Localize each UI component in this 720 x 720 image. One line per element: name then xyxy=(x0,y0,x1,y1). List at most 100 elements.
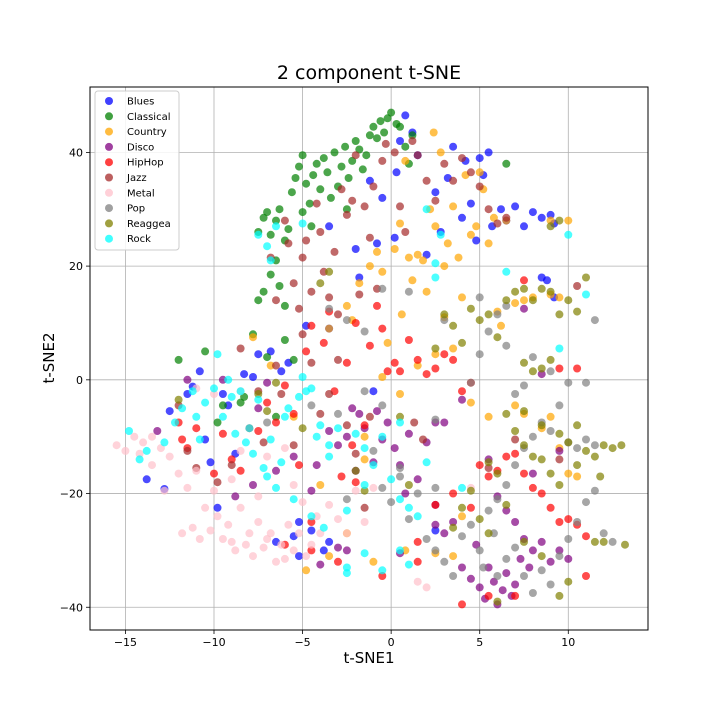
point-pop xyxy=(511,461,520,470)
point-hiphop xyxy=(582,532,590,541)
point-pop xyxy=(528,589,537,597)
point-metal xyxy=(210,486,218,495)
point-reaggea xyxy=(555,310,564,319)
point-jazz xyxy=(573,282,582,290)
point-disco xyxy=(312,461,321,470)
point-classical xyxy=(337,162,346,171)
point-rock xyxy=(272,222,280,231)
point-pop xyxy=(493,495,502,504)
point-reaggea xyxy=(564,577,573,586)
point-country xyxy=(355,279,364,288)
point-reaggea xyxy=(475,515,484,524)
point-reaggea xyxy=(263,407,272,416)
point-rock xyxy=(280,412,289,421)
point-hiphop xyxy=(431,364,440,373)
point-blues xyxy=(528,208,537,217)
point-pop xyxy=(546,427,555,435)
point-jazz xyxy=(440,159,449,168)
point-rock xyxy=(319,523,328,532)
point-metal xyxy=(245,529,254,538)
point-blues xyxy=(195,367,204,376)
point-country xyxy=(373,247,381,256)
legend-marker-classical xyxy=(105,112,113,121)
point-disco xyxy=(404,429,413,438)
point-classical xyxy=(298,151,307,160)
point-pop xyxy=(582,435,590,444)
point-disco xyxy=(272,466,280,475)
point-reaggea xyxy=(502,409,511,418)
point-hiphop xyxy=(413,537,422,546)
point-reaggea xyxy=(546,287,555,296)
legend-label-disco: Disco xyxy=(127,142,154,153)
point-jazz xyxy=(236,344,245,353)
point-reaggea xyxy=(493,597,502,606)
point-country xyxy=(475,168,484,177)
point-rock xyxy=(404,560,413,569)
point-reaggea xyxy=(564,438,573,447)
point-pop xyxy=(537,566,546,575)
point-rock xyxy=(298,373,307,381)
point-disco xyxy=(528,546,537,555)
point-jazz xyxy=(401,228,410,236)
point-classical xyxy=(362,151,371,160)
point-blues xyxy=(511,202,520,211)
point-pop xyxy=(479,563,488,572)
point-hiphop xyxy=(342,358,351,367)
point-country xyxy=(408,276,417,285)
legend-label-blues: Blues xyxy=(127,97,154,108)
point-jazz xyxy=(466,168,475,177)
point-jazz xyxy=(316,409,325,418)
x-tick-label: −10 xyxy=(202,636,225,649)
point-jazz xyxy=(325,390,334,398)
point-hiphop xyxy=(351,319,360,327)
point-disco xyxy=(334,543,342,552)
point-blues xyxy=(355,273,364,282)
point-blues xyxy=(307,526,316,535)
point-classical xyxy=(263,353,272,362)
point-hiphop xyxy=(475,461,484,470)
point-reaggea xyxy=(546,355,555,364)
point-metal xyxy=(280,444,289,453)
point-hiphop xyxy=(528,483,537,492)
point-pop xyxy=(404,515,413,524)
point-metal xyxy=(192,466,201,475)
point-country xyxy=(429,128,438,137)
y-tick-label: 0 xyxy=(76,374,83,387)
point-blues xyxy=(319,546,328,555)
point-reaggea xyxy=(458,503,466,512)
point-reaggea xyxy=(484,458,493,467)
point-pop xyxy=(546,580,555,589)
point-metal xyxy=(236,503,245,512)
point-jazz xyxy=(431,196,440,205)
point-classical xyxy=(387,108,396,117)
point-classical xyxy=(376,117,385,126)
point-hiphop xyxy=(307,518,316,526)
point-blues xyxy=(295,552,303,561)
point-rock xyxy=(458,483,466,492)
point-metal xyxy=(112,441,121,450)
point-country xyxy=(449,344,458,353)
point-pop xyxy=(458,532,466,541)
point-classical xyxy=(355,145,364,154)
legend-label-reaggea: Reaggea xyxy=(127,219,171,230)
point-classical xyxy=(309,171,318,180)
point-classical xyxy=(342,205,351,214)
y-tick-label: −20 xyxy=(60,488,83,501)
point-disco xyxy=(440,529,449,538)
point-rock xyxy=(192,412,201,421)
point-disco xyxy=(537,537,546,546)
point-classical xyxy=(351,137,360,145)
point-rock xyxy=(259,464,268,472)
point-reaggea xyxy=(351,466,360,475)
legend-label-jazz: Jazz xyxy=(126,173,147,184)
point-classical xyxy=(284,225,293,234)
point-hiphop xyxy=(348,441,357,450)
point-country xyxy=(458,293,466,302)
point-classical xyxy=(291,174,300,182)
point-jazz xyxy=(511,435,520,444)
point-classical xyxy=(298,208,307,217)
point-blues xyxy=(325,537,334,546)
point-classical xyxy=(280,301,289,310)
point-blues xyxy=(475,154,484,163)
point-hiphop xyxy=(351,478,360,487)
